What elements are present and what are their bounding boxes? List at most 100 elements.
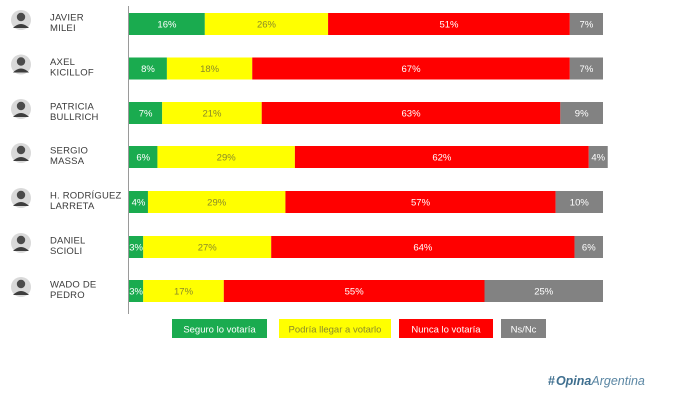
legend-swatch [501, 319, 546, 338]
bar-segment [294, 146, 589, 168]
legend-label: Podría llegar a votarlo [289, 325, 382, 336]
bar-segment [261, 102, 561, 124]
bars: 16% 26% 51% 7% 8% 18% 67% 7% 7% 21% 63% 9% 6% 29% 62% 4… [129, 13, 608, 302]
bar-segment [588, 146, 608, 168]
bar-value-label: 7% [139, 108, 153, 119]
bar-segment [484, 280, 603, 302]
bar-value-label: 4% [591, 152, 605, 163]
bar-segment [204, 13, 329, 35]
legend-item: Ns/Nc [501, 319, 546, 338]
bar-segment [560, 102, 603, 124]
candidate-label: DANIEL SCIOLI [50, 236, 86, 258]
candidate-label-line: PEDRO [50, 290, 85, 301]
candidate-avatars [11, 10, 31, 297]
bar-segment [129, 191, 148, 213]
bar-segment [129, 102, 163, 124]
bar-value-label: 55% [345, 286, 365, 297]
candidate-label: SERGIO MASSA [50, 146, 88, 168]
candidate-label: JAVIER MILEI [50, 13, 84, 35]
bar-segment [157, 146, 295, 168]
bar-value-label: 57% [411, 197, 431, 208]
legend-swatch [399, 319, 493, 338]
candidate-avatar-icon [11, 277, 31, 297]
candidate-avatar-icon [11, 188, 31, 208]
bar-segment [129, 13, 205, 35]
candidate-label-line: DANIEL [50, 236, 86, 247]
brand-logo: #OpinaArgentina [548, 374, 645, 388]
bar-value-label: 7% [580, 64, 594, 75]
bar-segment [143, 280, 224, 302]
candidate-label-line: JAVIER [50, 13, 84, 24]
bar-segment [328, 13, 570, 35]
bar-segment [574, 236, 603, 258]
bar-value-label: 3% [129, 242, 143, 253]
candidate-avatar-icon [11, 233, 31, 253]
legend-item: Podría llegar a votarlo [279, 319, 391, 338]
bar-value-label: 27% [198, 242, 218, 253]
legend-label: Seguro lo votaría [183, 325, 256, 336]
candidate-label-line: MILEI [50, 23, 76, 34]
candidate-avatar-icon [11, 10, 31, 30]
bar-value-label: 3% [129, 286, 143, 297]
bar-value-label: 29% [207, 197, 227, 208]
bar-value-label: 62% [432, 152, 452, 163]
legend-swatch [172, 319, 267, 338]
candidate-label: PATRICIA BULLRICH [50, 102, 99, 124]
bar-segment [252, 57, 570, 80]
candidate-avatar-icon [11, 54, 31, 75]
bar-segment [129, 280, 144, 302]
bar-value-label: 6% [582, 242, 596, 253]
bar-value-label: 9% [575, 108, 589, 119]
bar-value-label: 10% [570, 197, 590, 208]
legend-swatch [279, 319, 391, 338]
legend-item: Nunca lo votaría [399, 319, 493, 338]
candidate-label: WADO DE PEDRO [50, 280, 96, 302]
bar-value-label: 64% [413, 242, 433, 253]
brand-light: Argentina [591, 374, 645, 388]
bar-segment [129, 146, 158, 168]
candidate-labels: JAVIER MILEI AXEL KICILLOF PATRICIA BULLRICH S… [50, 13, 122, 302]
bar-value-label: 63% [402, 108, 422, 119]
candidate-label: H. RODRÍGUEZ LARRETA [50, 191, 122, 213]
legend-label: Nunca lo votaría [411, 325, 481, 336]
legend-label: Ns/Nc [511, 325, 537, 336]
candidate-label-line: H. RODRÍGUEZ [50, 191, 122, 202]
bar-segment [569, 13, 603, 35]
bar-segment [271, 236, 575, 258]
candidate-avatar-icon [11, 143, 31, 163]
brand-bold: Opina [555, 374, 592, 388]
candidate-label-line: SERGIO [50, 146, 88, 157]
candidate-label-line: PATRICIA [50, 102, 94, 113]
bar-value-label: 4% [132, 197, 146, 208]
bar-segment [569, 57, 603, 80]
bar-value-label: 18% [200, 64, 220, 75]
bar-segment [129, 57, 167, 80]
legend-item: Seguro lo votaría [172, 319, 267, 338]
bar-segment [147, 191, 286, 213]
bar-value-label: 29% [217, 152, 237, 163]
candidate-label-line: BULLRICH [50, 112, 99, 123]
bar-segment [143, 236, 272, 258]
candidate-label-line: WADO DE [50, 280, 96, 291]
bar-segment [162, 102, 262, 124]
bar-value-label: 6% [136, 152, 150, 163]
bar-value-label: 26% [257, 19, 277, 30]
bar-value-label: 21% [202, 108, 222, 119]
bar-value-label: 8% [141, 64, 155, 75]
candidate-label-line: SCIOLI [50, 246, 82, 257]
bar-value-label: 51% [439, 19, 459, 30]
legend: Seguro lo votaría Podría llegar a votarlo… [172, 319, 546, 338]
candidate-label: AXEL KICILLOF [50, 57, 94, 79]
candidate-label-line: AXEL [50, 57, 75, 68]
candidate-label-line: KICILLOF [50, 68, 94, 79]
bar-segment [223, 280, 485, 302]
bar-segment [555, 191, 603, 213]
bar-value-label: 7% [580, 19, 594, 30]
candidate-label-line: LARRETA [50, 201, 95, 212]
candidate-label-line: MASSA [50, 156, 85, 167]
bar-value-label: 67% [402, 64, 422, 75]
candidate-avatar-icon [11, 99, 31, 119]
bar-segment [129, 236, 144, 258]
hashtag-icon: # [548, 374, 555, 388]
